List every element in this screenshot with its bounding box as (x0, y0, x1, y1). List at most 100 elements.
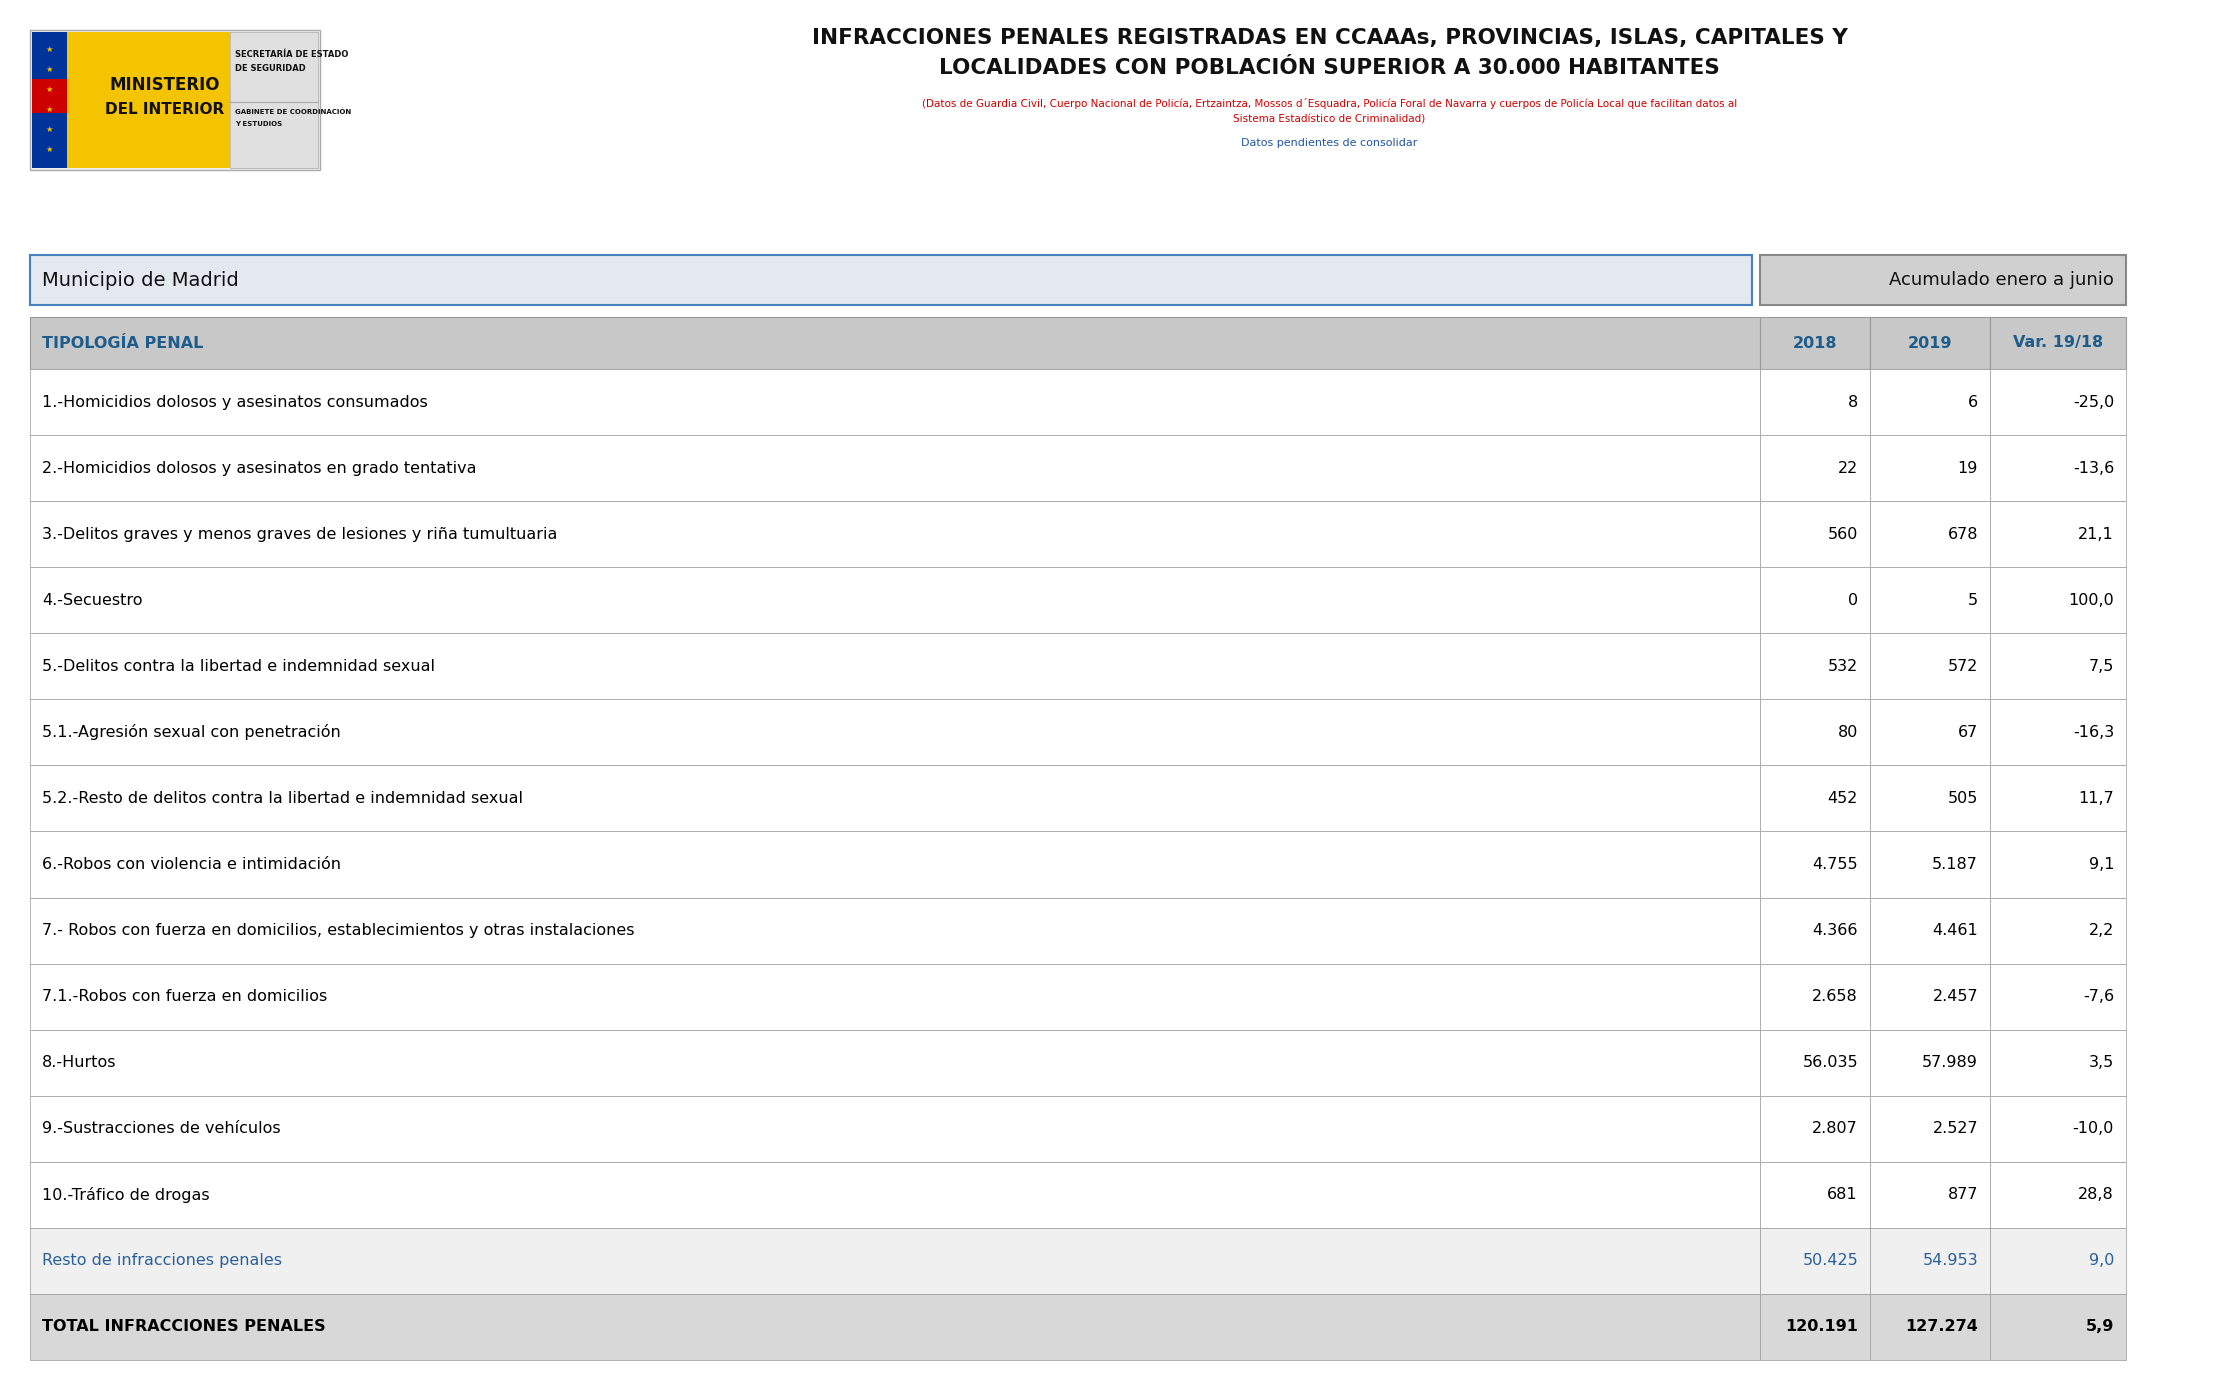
Bar (1760, 832, 1870, 898)
Text: 56.035: 56.035 (1802, 1055, 1857, 1070)
Text: 0: 0 (1848, 593, 1857, 607)
Text: 54.953: 54.953 (1921, 1253, 1979, 1268)
Bar (1990, 898, 2125, 963)
Bar (1990, 700, 2125, 765)
Text: 4.-Secuestro: 4.-Secuestro (42, 593, 142, 607)
Text: 127.274: 127.274 (1906, 1319, 1979, 1335)
Bar (1990, 317, 2125, 369)
Bar (31, 1096, 1760, 1161)
Bar (1990, 1030, 2125, 1096)
Bar (1870, 832, 1990, 898)
Text: -25,0: -25,0 (2072, 395, 2114, 409)
Bar (31, 832, 1760, 898)
Text: Y ESTUDIOS: Y ESTUDIOS (235, 121, 281, 128)
Bar (31, 369, 1760, 435)
Text: 8.-Hurtos: 8.-Hurtos (42, 1055, 117, 1070)
Bar (31, 502, 1760, 567)
Text: 2.527: 2.527 (1932, 1121, 1979, 1137)
Text: -13,6: -13,6 (2072, 460, 2114, 475)
Text: (Datos de Guardia Civil, Cuerpo Nacional de Policía, Ertzaintza, Mossos d´Esquad: (Datos de Guardia Civil, Cuerpo Nacional… (922, 98, 1737, 109)
Bar (1760, 1161, 1870, 1228)
Bar (1870, 700, 1990, 765)
Bar (1760, 700, 1870, 765)
Bar (1870, 502, 1990, 567)
Text: TIPOLOGÍA PENAL: TIPOLOGÍA PENAL (42, 335, 204, 351)
Text: 2019: 2019 (1908, 335, 1952, 351)
Bar (31, 30, 319, 170)
Text: 4.461: 4.461 (1932, 923, 1979, 938)
Bar (1990, 435, 2125, 502)
Text: 572: 572 (1948, 658, 1979, 674)
Bar (1870, 1030, 1990, 1096)
Text: 67: 67 (1957, 725, 1979, 740)
Bar (31, 79, 66, 114)
Text: DEL INTERIOR: DEL INTERIOR (106, 103, 224, 118)
Text: 532: 532 (1828, 658, 1857, 674)
Text: ★: ★ (44, 44, 53, 54)
Bar (1870, 898, 1990, 963)
Text: LOCALIDADES CON POBLACIÓN SUPERIOR A 30.000 HABITANTES: LOCALIDADES CON POBLACIÓN SUPERIOR A 30.… (940, 58, 1720, 78)
Bar (1870, 963, 1990, 1030)
Text: 5.187: 5.187 (1932, 857, 1979, 872)
Text: 505: 505 (1948, 791, 1979, 805)
Text: 5.2.-Resto de delitos contra la libertad e indemnidad sexual: 5.2.-Resto de delitos contra la libertad… (42, 791, 523, 805)
Bar (1760, 317, 1870, 369)
Text: -16,3: -16,3 (2072, 725, 2114, 740)
Text: 9.-Sustracciones de vehículos: 9.-Sustracciones de vehículos (42, 1121, 281, 1137)
Text: 120.191: 120.191 (1786, 1319, 1857, 1335)
Text: 2,2: 2,2 (2090, 923, 2114, 938)
Bar (1760, 765, 1870, 832)
Text: ★: ★ (44, 105, 53, 114)
Text: 100,0: 100,0 (2068, 593, 2114, 607)
Text: Resto de infracciones penales: Resto de infracciones penales (42, 1253, 281, 1268)
Bar (1990, 832, 2125, 898)
Text: ★: ★ (44, 65, 53, 73)
Bar (1990, 633, 2125, 700)
Text: 7,5: 7,5 (2090, 658, 2114, 674)
Bar (31, 898, 1760, 963)
Bar (31, 633, 1760, 700)
Bar (1990, 502, 2125, 567)
Text: Var. 19/18: Var. 19/18 (2012, 335, 2103, 351)
Text: 2.807: 2.807 (1813, 1121, 1857, 1137)
Bar (31, 255, 1753, 305)
Text: 7.1.-Robos con fuerza en domicilios: 7.1.-Robos con fuerza en domicilios (42, 990, 328, 1003)
Bar (1990, 765, 2125, 832)
Bar (1760, 255, 2125, 305)
Bar (1870, 765, 1990, 832)
Bar (1990, 369, 2125, 435)
Bar (1870, 1096, 1990, 1161)
Bar (1870, 633, 1990, 700)
Text: 560: 560 (1828, 527, 1857, 542)
Bar (1870, 435, 1990, 502)
Text: 21,1: 21,1 (2079, 527, 2114, 542)
Text: 4.755: 4.755 (1813, 857, 1857, 872)
Text: GABINETE DE COORDINACIÓN: GABINETE DE COORDINACIÓN (235, 108, 352, 115)
Bar (31, 1161, 1760, 1228)
Bar (1990, 1228, 2125, 1295)
Text: 10.-Tráfico de drogas: 10.-Tráfico de drogas (42, 1186, 211, 1203)
Text: 50.425: 50.425 (1802, 1253, 1857, 1268)
Bar (1760, 1228, 1870, 1295)
Bar (1760, 435, 1870, 502)
Text: 681: 681 (1828, 1188, 1857, 1202)
Text: 1.-Homicidios dolosos y asesinatos consumados: 1.-Homicidios dolosos y asesinatos consu… (42, 395, 428, 409)
Text: 9,1: 9,1 (2087, 857, 2114, 872)
Text: SECRETARÍA DE ESTADO: SECRETARÍA DE ESTADO (235, 50, 348, 60)
Bar (31, 700, 1760, 765)
Bar (1870, 1161, 1990, 1228)
Bar (1990, 1161, 2125, 1228)
Bar (1990, 963, 2125, 1030)
Text: TOTAL INFRACCIONES PENALES: TOTAL INFRACCIONES PENALES (42, 1319, 326, 1335)
Bar (1990, 567, 2125, 633)
Bar (31, 317, 1760, 369)
Bar (31, 567, 1760, 633)
Bar (1870, 1295, 1990, 1360)
Text: 5.-Delitos contra la libertad e indemnidad sexual: 5.-Delitos contra la libertad e indemnid… (42, 658, 434, 674)
Text: -7,6: -7,6 (2083, 990, 2114, 1003)
Text: 11,7: 11,7 (2079, 791, 2114, 805)
Text: Sistema Estadístico de Criminalidad): Sistema Estadístico de Criminalidad) (1234, 114, 1425, 123)
Text: Datos pendientes de consolidar: Datos pendientes de consolidar (1241, 139, 1418, 148)
Text: 6: 6 (1968, 395, 1979, 409)
Bar (1870, 1228, 1990, 1295)
